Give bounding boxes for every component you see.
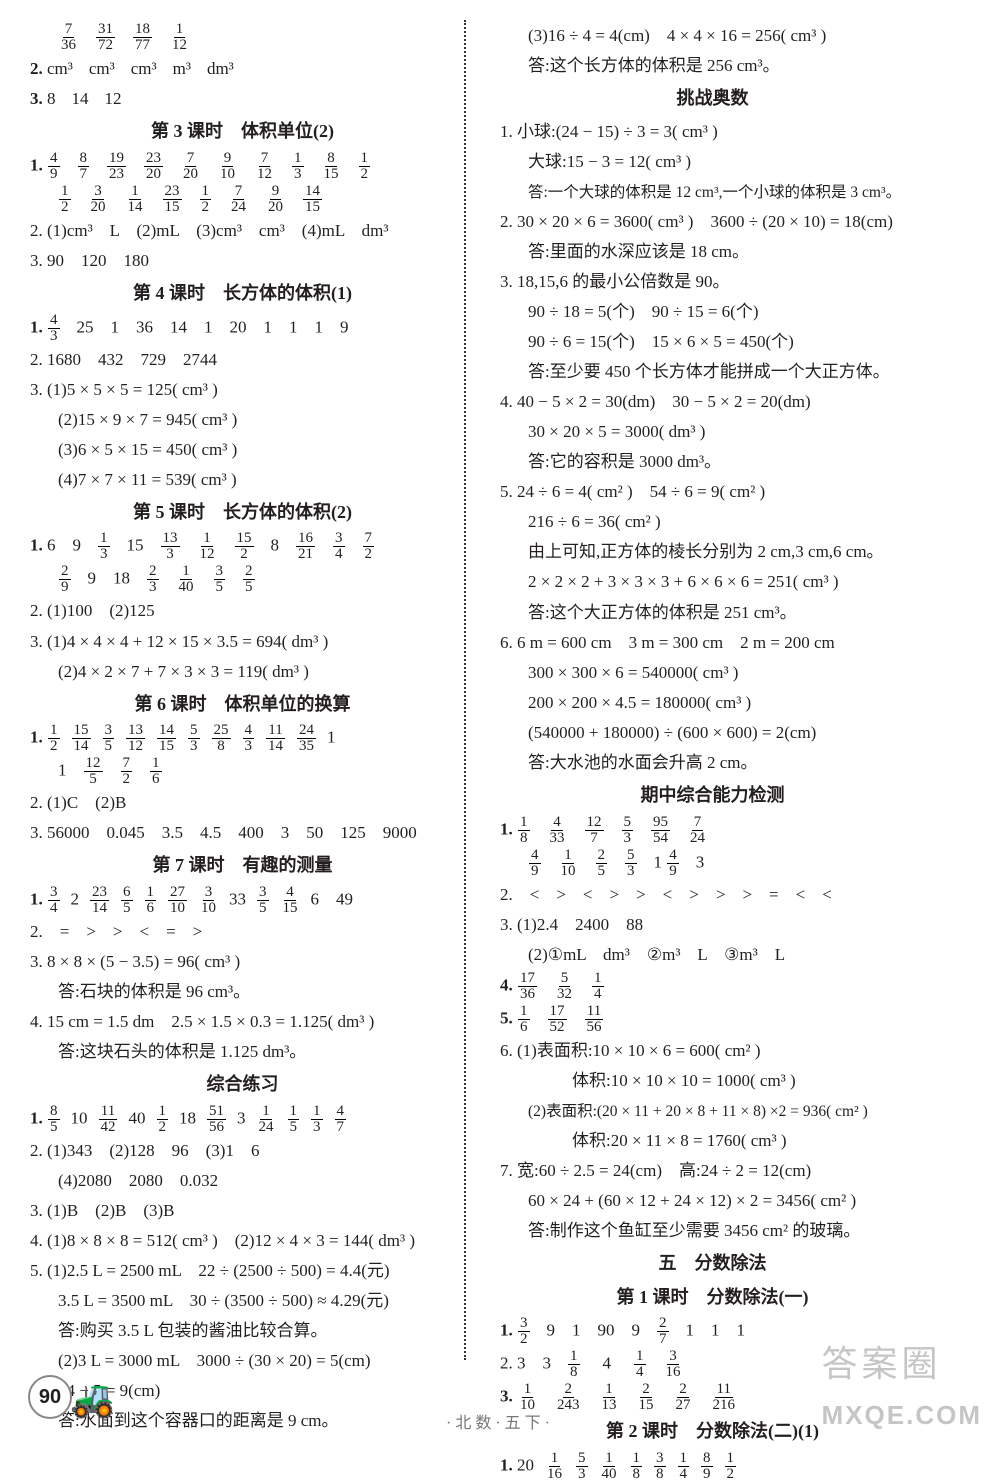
- section-title: 第 4 课时 长方体的体积(1): [30, 279, 455, 309]
- page-number: 90: [28, 1375, 72, 1419]
- watermark-top: 答案圈: [822, 1335, 982, 1394]
- footer-runner: ·北数·五下·: [446, 1411, 554, 1437]
- text-line: (540000 + 180000) ÷ (600 × 600) = 2(cm): [500, 719, 925, 747]
- text-line: 11257216: [30, 756, 455, 787]
- page-wrap: 736317218771122. cm³cm³cm³m³dm³3. 81412 第…: [0, 0, 1000, 1370]
- section-title: 第 5 课时 长方体的体积(2): [30, 498, 455, 528]
- text-line: (4)7 × 7 × 11 = 539( cm³ ): [30, 466, 455, 494]
- text-line: 3. 18,15,6 的最小公倍数是 90。: [500, 268, 925, 296]
- text-line: 300 × 300 × 6 = 540000( cm³ ): [500, 659, 925, 687]
- text-line: 答:至少要 450 个长方体才能拼成一个大正方体。: [500, 358, 925, 386]
- text-line: 200 × 200 × 4.5 = 180000( cm³ ): [500, 689, 925, 717]
- text-line: 299 18231403525: [30, 564, 455, 595]
- section-title: 第 3 课时 体积单位(2): [30, 117, 455, 147]
- text-line: 1. 12151435131214155325843111424351: [30, 723, 455, 754]
- text-line: 由上可知,正方体的棱长分别为 2 cm,3 cm,6 cm。: [500, 538, 925, 566]
- text-line: 2. 30 × 20 × 6 = 3600( cm³ ) 3600 ÷ (20 …: [500, 208, 925, 236]
- text-line: 30 × 20 × 5 = 3000( dm³ ): [500, 418, 925, 446]
- right-column: (3)16 ÷ 4 = 4(cm) 4 × 4 × 16 = 256( cm³ …: [470, 20, 930, 1360]
- text-line: 1. 4325 1 36 14 1 20 1 1 1 9: [30, 313, 455, 344]
- page-number-value: 90: [39, 1381, 61, 1414]
- text-line: 2. (1)343 (2)128 96 (3)1 6: [30, 1137, 455, 1165]
- text-line: 1. 34223146516271031033354156 49: [30, 885, 455, 916]
- text-line: 2. 1680 432 729 2744: [30, 346, 455, 374]
- text-line: 4. 15 cm = 1.5 dm 2.5 × 1.5 × 0.3 = 1.12…: [30, 1008, 455, 1036]
- text-line: (4)2080 2080 0.032: [30, 1167, 455, 1195]
- section-title: 挑战奥数: [500, 84, 925, 114]
- text-line: 3. (1)2.4 2400 88: [500, 911, 925, 939]
- text-line: 答:一个大球的体积是 12 cm³,一个小球的体积是 3 cm³。: [500, 178, 925, 206]
- text-line: 4. 40 − 5 × 2 = 30(dm) 30 − 5 × 2 = 20(d…: [500, 388, 925, 416]
- section-title: 综合练习: [30, 1070, 455, 1100]
- text-line: 3. (1)B (2)B (3)B: [30, 1197, 455, 1225]
- section-title: 五 分数除法: [500, 1249, 925, 1279]
- text-line: 2. < > < > > < > > > = < <: [500, 881, 925, 909]
- section-title: 第 7 课时 有趣的测量: [30, 851, 455, 881]
- text-line: 答:石块的体积是 96 cm³。: [30, 978, 455, 1006]
- text-line: 1. 8510114240121851563124151347: [30, 1104, 455, 1135]
- text-line: 体积:10 × 10 × 10 = 1000( cm³ ): [500, 1067, 925, 1095]
- text-line: 4. (1)8 × 8 × 8 = 512( cm³ ) (2)12 × 4 ×…: [30, 1227, 455, 1255]
- text-line: 2. cm³cm³cm³m³dm³: [30, 55, 455, 83]
- section-title: 第 6 课时 体积单位的换算: [30, 690, 455, 720]
- text-line: 3.5 L = 3500 mL 30 ÷ (3500 ÷ 500) ≈ 4.29…: [30, 1287, 455, 1315]
- section-title: 期中综合能力检测: [500, 781, 925, 811]
- text-line: (3)16 ÷ 4 = 4(cm) 4 × 4 × 16 = 256( cm³ …: [500, 22, 925, 50]
- text-line: 4. 173653214: [500, 971, 925, 1002]
- text-line: 2. = > > < = >: [30, 918, 455, 946]
- text-line: 5. 1617521156: [500, 1004, 925, 1035]
- text-line: 2. (1)100 (2)125: [30, 597, 455, 625]
- text-line: 1. 20116531401838148912: [500, 1451, 925, 1482]
- text-line: 6. (1)表面积:10 × 10 × 6 = 600( cm² ): [500, 1037, 925, 1065]
- text-line: 答:这个大正方体的体积是 251 cm³。: [500, 599, 925, 627]
- text-line: 7. 宽:60 ÷ 2.5 = 24(cm) 高:24 ÷ 2 = 12(cm): [500, 1157, 925, 1185]
- text-line: 3. 81412: [30, 85, 455, 113]
- text-line: 60 × 24 + (60 × 12 + 24 × 12) × 2 = 3456…: [500, 1187, 925, 1215]
- text-line: 3. (1)4 × 4 × 4 + 12 × 15 × 3.5 = 694( d…: [30, 628, 455, 656]
- text-line: 123201142315127249201415: [30, 184, 455, 215]
- text-line: (3)6 × 5 × 15 = 450( cm³ ): [30, 436, 455, 464]
- text-line: 5. (1)2.5 L = 2500 mL 22 ÷ (2500 ÷ 500) …: [30, 1257, 455, 1285]
- text-line: 2 × 2 × 2 + 3 × 3 × 3 + 6 × 6 × 6 = 251(…: [500, 568, 925, 596]
- text-line: 90 ÷ 18 = 5(个) 90 ÷ 15 = 6(个): [500, 298, 925, 326]
- text-line: 答:里面的水深应该是 18 cm。: [500, 238, 925, 266]
- section-title: 第 1 课时 分数除法(一): [500, 1283, 925, 1313]
- text-line: (2)4 × 2 × 7 + 7 × 3 × 3 = 119( dm³ ): [30, 658, 455, 686]
- text-line: 5. 24 ÷ 6 = 4( cm² ) 54 ÷ 6 = 9( cm² ): [500, 478, 925, 506]
- text-line: 答:购买 3.5 L 包装的酱油比较合算。: [30, 1317, 455, 1345]
- text-line: 1. 4987192323207209107121381512: [30, 151, 455, 182]
- text-line: 3. 90 120 180: [30, 247, 455, 275]
- text-line: 答:制作这个鱼缸至少需要 3456 cm² 的玻璃。: [500, 1217, 925, 1245]
- text-line: 3. (1)5 × 5 × 5 = 125( cm³ ): [30, 376, 455, 404]
- truck-icon: 🚜: [70, 1370, 115, 1429]
- text-line: 1. 6 91315133112152816213472: [30, 531, 455, 562]
- text-line: 4911025531 493: [500, 848, 925, 879]
- text-line: 3. 8 × 8 × (5 − 3.5) = 96( cm³ ): [30, 948, 455, 976]
- text-line: 大球:15 − 3 = 12( cm³ ): [500, 148, 925, 176]
- text-line: 90 ÷ 6 = 15(个) 15 × 6 × 5 = 450(个): [500, 328, 925, 356]
- text-line: 3. 56000 0.045 3.5 4.5 400 3 50 125 9000: [30, 819, 455, 847]
- text-line: 2. (1)cm³ L (2)mL (3)cm³ cm³ (4)mL dm³: [30, 217, 455, 245]
- text-line: 1. 18433127539554724: [500, 815, 925, 846]
- text-line: (2)①mL dm³ ②m³ L ③m³ L: [500, 941, 925, 969]
- text-line: 6. 6 m = 600 cm 3 m = 300 cm 2 m = 200 c…: [500, 629, 925, 657]
- text-line: 答:大水池的水面会升高 2 cm。: [500, 749, 925, 777]
- text-line: 73631721877112: [30, 22, 455, 53]
- text-line: (2)表面积:(20 × 11 + 20 × 8 + 11 × 8) ×2 = …: [500, 1097, 925, 1125]
- text-line: 2. (1)C (2)B: [30, 789, 455, 817]
- text-line: 答:这块石头的体积是 1.125 dm³。: [30, 1038, 455, 1066]
- text-line: 答:这个长方体的体积是 256 cm³。: [500, 52, 925, 80]
- left-column: 736317218771122. cm³cm³cm³m³dm³3. 81412 第…: [25, 20, 460, 1360]
- text-line: 体积:20 × 11 × 8 = 1760( cm³ ): [500, 1127, 925, 1155]
- column-divider: [464, 20, 466, 1360]
- watermark-bottom: MXQE.COM: [822, 1394, 982, 1437]
- text-line: (2)15 × 9 × 7 = 945( cm³ ): [30, 406, 455, 434]
- text-line: 答:它的容积是 3000 dm³。: [500, 448, 925, 476]
- text-line: 216 ÷ 6 = 36( cm² ): [500, 508, 925, 536]
- text-line: 1. 小球:(24 − 15) ÷ 3 = 3( cm³ ): [500, 118, 925, 146]
- watermark: 答案圈 MXQE.COM: [822, 1335, 982, 1437]
